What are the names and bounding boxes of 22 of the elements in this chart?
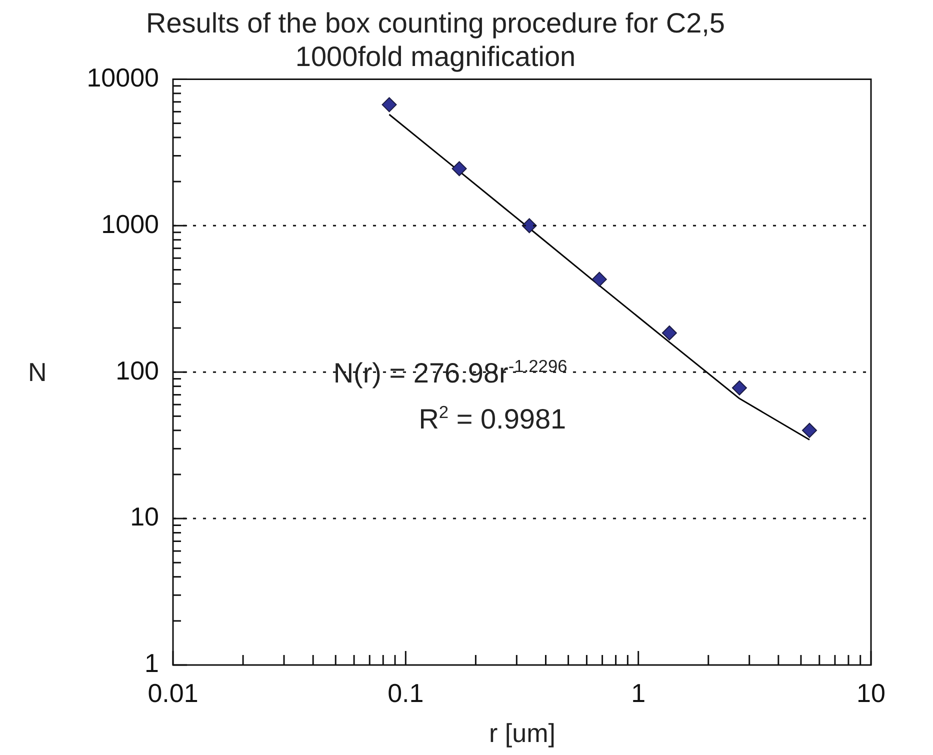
annotation: R$^{2}$ = 0.9981 bbox=[418, 402, 566, 436]
y-tick-label: 10000 bbox=[86, 62, 159, 92]
x-tick-label: 10 bbox=[856, 678, 886, 708]
chart-subtitle: 1000fold magnification bbox=[295, 41, 576, 72]
point bbox=[382, 97, 397, 112]
point bbox=[452, 161, 467, 176]
point bbox=[732, 380, 747, 396]
annotation: N(r) = 276.98r$^{-1.2296}$ bbox=[333, 356, 568, 389]
y-axis-title: N bbox=[28, 356, 47, 388]
chart-title: Results of the box counting procedure for C2,5 bbox=[146, 8, 726, 39]
x-tick-label: 1 bbox=[631, 678, 646, 708]
x-tick-label: 0.1 bbox=[388, 678, 424, 708]
y-tick-label: 1 bbox=[144, 648, 159, 678]
y-tick-label: 100 bbox=[116, 355, 159, 386]
x-axis-title: r [um] bbox=[489, 718, 556, 749]
point bbox=[802, 422, 817, 438]
y-tick-label: 10 bbox=[130, 502, 159, 532]
y-tick-label: 1000 bbox=[101, 208, 159, 239]
point bbox=[592, 272, 607, 287]
point bbox=[662, 325, 677, 340]
point bbox=[522, 218, 537, 234]
x-tick-label: 0.01 bbox=[148, 678, 198, 708]
